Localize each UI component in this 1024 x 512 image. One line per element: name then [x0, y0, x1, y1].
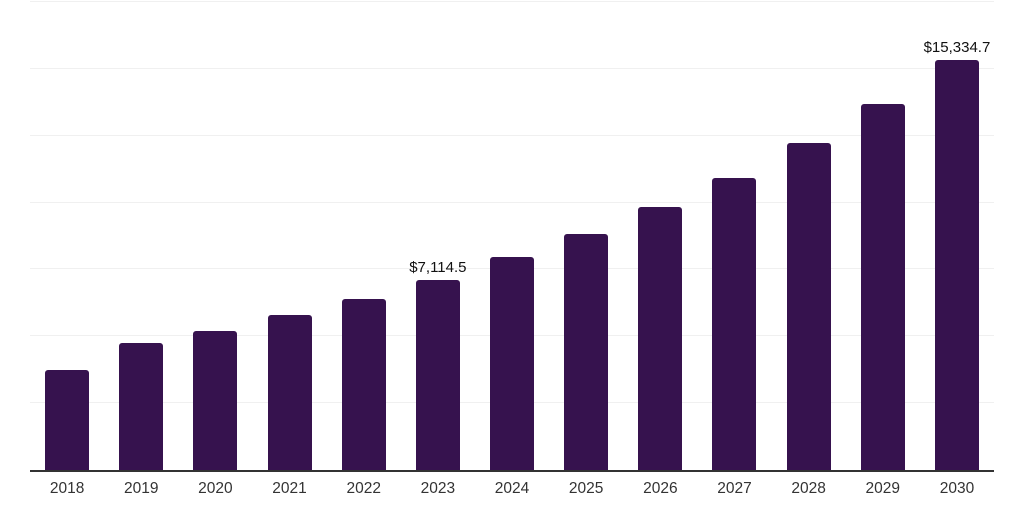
- bar-slot-2029: [846, 2, 920, 470]
- x-tick-label-2027: 2027: [717, 480, 752, 497]
- gridline: [30, 134, 994, 136]
- bar-2028: [786, 142, 831, 470]
- x-tick-label-2023: 2023: [420, 480, 456, 497]
- plot-area: $7,114.5 $15,334.7: [30, 1, 994, 472]
- bar-2026: [638, 207, 683, 470]
- bar-2027: [712, 177, 757, 470]
- bar-2021: [267, 314, 312, 470]
- x-tick-label-2025: 2025: [568, 480, 604, 497]
- bar-slot-2020: [178, 2, 252, 470]
- x-tick-label-2024: 2024: [494, 480, 530, 497]
- data-label-2023: $7,114.5: [409, 258, 467, 276]
- x-tick-label-2020: 2020: [198, 480, 233, 497]
- bar-2029: [860, 103, 905, 470]
- x-tick-label-2028: 2028: [791, 480, 826, 497]
- bar-2023: $7,114.5: [409, 260, 467, 470]
- bar-2018: [45, 369, 90, 470]
- bar-slot-2024: [475, 2, 549, 470]
- x-tick-label-2022: 2022: [346, 480, 381, 497]
- bar-slot-2030: $15,334.7: [920, 2, 994, 470]
- x-tick-label-2029: 2029: [865, 480, 901, 497]
- x-axis-labels: 2018 2019 2020 2021 2022 2023 2024 2025 2026 2027…: [30, 480, 994, 498]
- gridline: [30, 201, 994, 203]
- bar-slot-2027: [697, 2, 771, 470]
- x-tick-label-2026: 2026: [643, 480, 678, 497]
- bar-slot-2019: [104, 2, 178, 470]
- bar-slot-2022: [327, 2, 401, 470]
- bar-slot-2018: [30, 2, 104, 470]
- gridline: [30, 1, 994, 2]
- bar-slot-2025: [549, 2, 623, 470]
- bars-row: $7,114.5 $15,334.7: [30, 2, 994, 470]
- bar-2019: [119, 342, 164, 470]
- bar-slot-2026: [623, 2, 697, 470]
- bar-2030: $15,334.7: [924, 40, 990, 470]
- bar-slot-2028: [772, 2, 846, 470]
- x-tick-label-2019: 2019: [123, 480, 159, 497]
- gridline: [30, 67, 994, 69]
- bar-2024: [490, 257, 535, 470]
- data-label-2030: $15,334.7: [923, 38, 991, 56]
- bar-slot-2021: [252, 2, 326, 470]
- bar-2022: [341, 298, 386, 470]
- x-tick-label-2021: 2021: [272, 480, 307, 497]
- bar-2025: [564, 234, 609, 470]
- x-tick-label-2018: 2018: [49, 480, 85, 497]
- bar-2020: [193, 330, 238, 470]
- x-tick-label-2030: 2030: [939, 480, 975, 497]
- bar-slot-2023: $7,114.5: [401, 2, 475, 470]
